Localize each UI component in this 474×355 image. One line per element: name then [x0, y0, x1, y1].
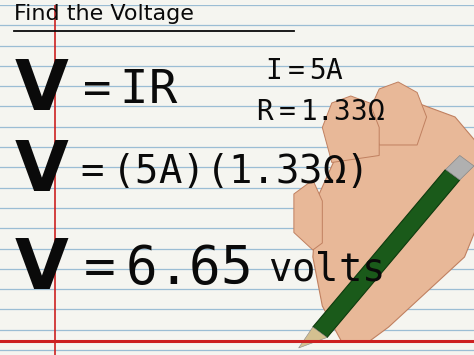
Polygon shape — [446, 155, 474, 180]
Polygon shape — [313, 103, 474, 341]
Text: $\mathbf{V}$: $\mathbf{V}$ — [14, 138, 70, 205]
Polygon shape — [294, 180, 322, 250]
Text: Find the Voltage: Find the Voltage — [14, 4, 194, 24]
Polygon shape — [299, 327, 327, 348]
Text: $\mathtt{I = 5A}$: $\mathtt{I = 5A}$ — [265, 58, 345, 86]
Text: $\mathtt{= 6.65}$: $\mathtt{= 6.65}$ — [73, 243, 251, 295]
Text: $\mathbf{V}$: $\mathbf{V}$ — [14, 57, 70, 124]
Text: $\mathtt{volts}$: $\mathtt{volts}$ — [268, 250, 383, 288]
Polygon shape — [322, 96, 379, 163]
Polygon shape — [313, 169, 460, 338]
Text: $\mathtt{= (5A)(1.33\Omega)}$: $\mathtt{= (5A)(1.33\Omega)}$ — [73, 152, 364, 191]
Text: $\mathtt{R = 1.33\Omega}$: $\mathtt{R = 1.33\Omega}$ — [256, 98, 385, 126]
Text: $\mathbf{V}$: $\mathbf{V}$ — [14, 236, 70, 303]
Text: $\mathtt{= IR}$: $\mathtt{= IR}$ — [73, 68, 179, 113]
Polygon shape — [370, 82, 427, 145]
